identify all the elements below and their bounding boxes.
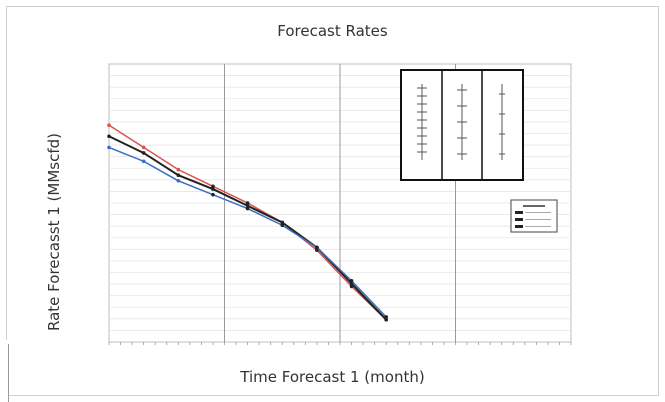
series-1-point: [107, 123, 111, 127]
series-3-point: [141, 159, 146, 164]
series-3-point: [349, 279, 354, 283]
series-2-point: [245, 203, 250, 208]
series-2-point: [107, 134, 111, 139]
panel-gap: [6, 340, 8, 400]
panel-edge-line: [8, 344, 9, 402]
series-2-point: [280, 220, 285, 225]
series-3-point: [280, 223, 285, 228]
y-axis-label: Rate Forecasst 1 (MMscfd): [45, 133, 63, 331]
series-3-point: [315, 245, 319, 250]
legend-entry-1: [515, 211, 551, 214]
inset-glyphs-3: [499, 84, 505, 160]
series-2-point: [384, 317, 389, 322]
series-1-point: [141, 145, 146, 150]
x-axis-label: Time Forecast 1 (month): [240, 368, 425, 386]
series-3-point: [245, 206, 250, 211]
legend-entry-3: [515, 225, 551, 228]
series-2-point: [141, 151, 146, 155]
series-3-point: [107, 145, 111, 150]
inset-glyphs-2: [457, 84, 467, 160]
series-3-point: [176, 178, 181, 183]
series-1-point: [245, 201, 250, 205]
series-3-point: [211, 192, 215, 197]
inset-glyphs-1: [417, 84, 427, 160]
series-2-point: [211, 187, 215, 191]
legend: [510, 199, 558, 233]
legend-entry-2: [515, 218, 551, 221]
series-1-point: [211, 184, 215, 189]
series-3-point: [384, 315, 389, 319]
series-layer: [107, 123, 389, 322]
chart-title: Forecast Rates: [277, 22, 388, 40]
series-2-point: [176, 173, 181, 177]
series-1-point: [176, 167, 181, 172]
inset-box: [400, 69, 524, 181]
